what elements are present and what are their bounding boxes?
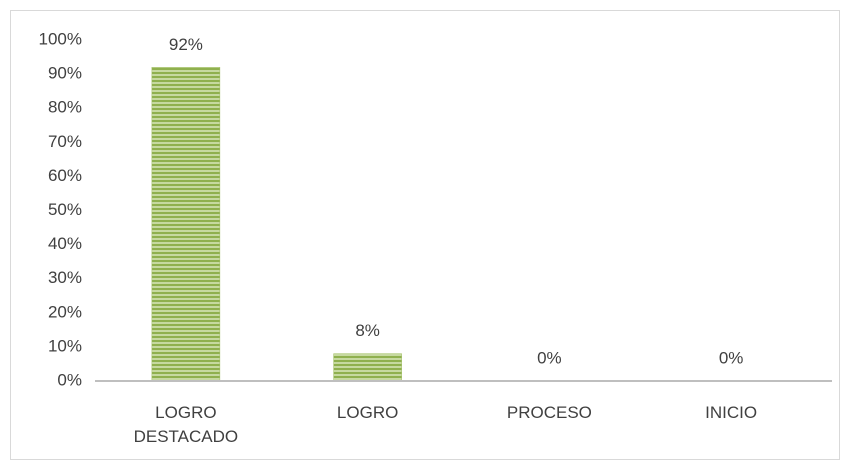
y-tick-label: 40%	[48, 234, 82, 253]
y-tick-label: 60%	[48, 166, 82, 185]
data-label: 92%	[169, 35, 203, 54]
data-label: 0%	[537, 348, 562, 367]
x-tick-label: LOGRO DESTACADO	[133, 403, 239, 446]
y-tick-label: 70%	[48, 132, 82, 151]
data-label: 0%	[719, 348, 744, 367]
y-tick-label: 100%	[39, 29, 82, 48]
chart-border	[10, 10, 840, 460]
y-tick-label: 90%	[48, 64, 82, 83]
y-tick-label: 10%	[48, 336, 82, 355]
y-tick-label: 30%	[48, 268, 82, 287]
x-tick-label: INICIO	[705, 403, 758, 422]
bar	[151, 67, 221, 382]
y-tick-label: 50%	[48, 200, 82, 219]
x-tick-label: LOGRO	[336, 403, 399, 422]
y-tick-label: 80%	[48, 98, 82, 117]
bar	[333, 353, 402, 382]
y-tick-label: 20%	[48, 302, 82, 321]
data-label: 8%	[355, 321, 380, 340]
y-tick-label: 0%	[57, 370, 82, 389]
x-tick-label: PROCESO	[506, 403, 592, 422]
